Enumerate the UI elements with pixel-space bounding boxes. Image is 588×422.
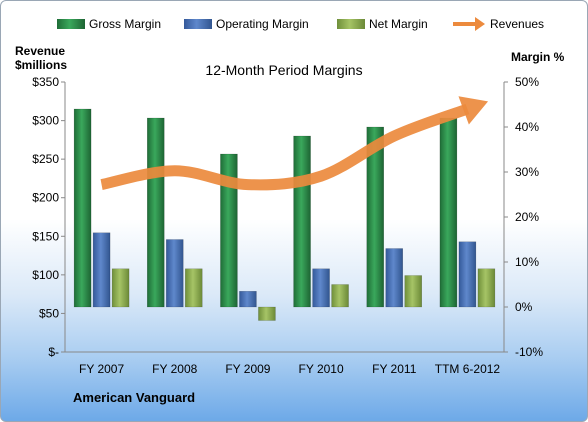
left-tick-label: $350 [32,75,59,89]
bars [73,108,496,321]
right-tick-label: 50% [515,75,539,89]
category-label-fy-2010: FY 2010 [299,362,344,376]
category-label-fy-2007: FY 2007 [79,362,124,376]
bar-net-margin-fy-2009 [258,306,276,321]
bar-gross-margin-fy-2007 [73,108,92,308]
bar-operating-margin-fy-2007 [92,232,111,308]
right-tick-label: 0% [515,300,533,314]
bar-gross-margin-fy-2011 [366,126,384,308]
category-label-fy-2008: FY 2008 [152,362,197,376]
left-axis-ticks: $- $50 $100 $150 $200 $250 $300 $350 [32,75,65,359]
revenues-arrowhead [458,96,489,125]
left-tick-label: $50 [39,306,59,320]
legend-label-revenues: Revenues [490,17,544,31]
right-tick-label: 20% [515,210,539,224]
legend-swatch-revenues [453,17,485,31]
left-tick-label: $300 [32,114,59,128]
bar-net-margin-fy-2008 [185,268,203,308]
legend-swatch-operating-margin [184,19,212,29]
right-tick-label: -10% [515,345,543,359]
legend-label-net-margin: Net Margin [369,17,428,31]
bar-gross-margin-ttm-6-2012 [439,117,458,308]
bar-operating-margin-fy-2011 [385,248,403,308]
company-name: American Vanguard [73,390,195,405]
right-tick-label: 30% [515,165,539,179]
bar-net-margin-fy-2007 [111,268,130,308]
left-axis-title-line1: Revenue [15,44,65,58]
bar-operating-margin-ttm-6-2012 [458,241,477,308]
left-tick-label: $200 [32,191,59,205]
bar-net-margin-ttm-6-2012 [477,268,496,308]
bar-net-margin-fy-2011 [404,275,422,308]
legend-swatch-net-margin [337,19,365,29]
left-tick-label: $250 [32,152,59,166]
chart-title: 12-Month Period Margins [205,62,362,78]
right-tick-label: 40% [515,120,539,134]
revenues-line [100,103,470,191]
bar-operating-margin-fy-2008 [166,239,184,308]
left-tick-label: $100 [32,268,59,282]
category-labels: FY 2007 FY 2008 FY 2009 FY 2010 FY 2011 TTM 6… [79,362,500,376]
left-tick-label: $150 [32,229,59,243]
category-label-fy-2011: FY 2011 [372,362,417,376]
axis-lines [64,82,505,353]
bar-operating-margin-fy-2009 [239,291,257,308]
bar-operating-margin-fy-2010 [312,268,330,308]
left-axis-title-line2: $millions [15,58,67,72]
right-tick-label: 10% [515,255,539,269]
category-label-fy-2009: FY 2009 [225,362,270,376]
bar-gross-margin-fy-2009 [220,153,238,308]
bar-net-margin-fy-2010 [331,284,349,308]
bar-gross-margin-fy-2010 [293,135,311,308]
bar-gross-margin-fy-2008 [147,117,165,308]
left-tick-label: $- [48,345,59,359]
legend: Gross Margin Operating Margin Net Margin… [57,17,544,31]
legend-label-gross-margin: Gross Margin [89,17,161,31]
right-axis-title: Margin % [511,50,565,64]
revenue-series [100,96,489,191]
legend-label-operating-margin: Operating Margin [216,17,309,31]
right-axis-ticks: -10% 0% 10% 20% 30% 40% 50% [504,75,543,359]
legend-swatch-gross-margin [57,19,85,29]
category-label-ttm-6-2012: TTM 6-2012 [435,362,501,376]
